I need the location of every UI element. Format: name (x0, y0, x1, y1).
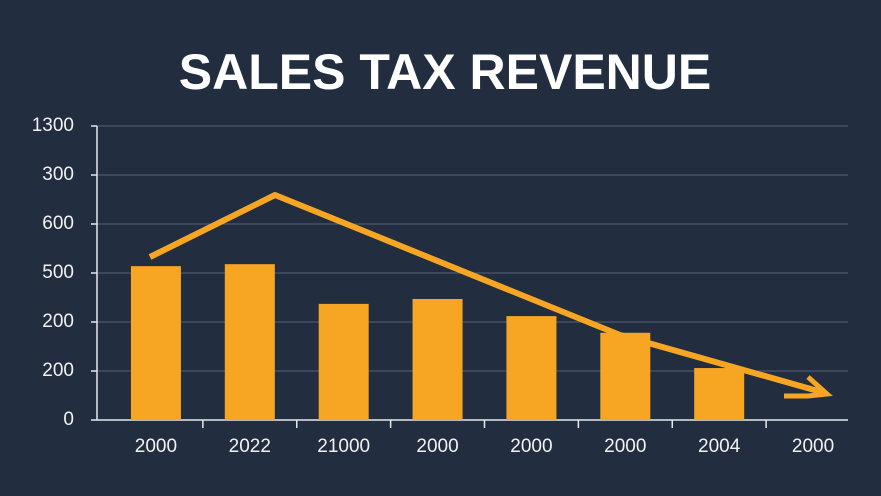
y-tick-label: 600 (42, 213, 74, 234)
x-tick-label: 2022 (229, 436, 271, 457)
trend-arrow (148, 192, 826, 396)
x-tick-label: 2000 (604, 436, 646, 457)
y-tick-label: 200 (42, 311, 74, 332)
arrow-head (784, 375, 833, 399)
y-tick-label: 0 (63, 409, 74, 430)
x-tick-label: 2004 (698, 436, 741, 457)
y-tick-label: 1300 (32, 115, 74, 136)
bar (412, 298, 463, 420)
bar (130, 266, 181, 420)
bar (224, 264, 275, 420)
y-tick-label: 200 (42, 360, 74, 381)
x-tick-label: 2000 (510, 436, 552, 457)
bar (318, 303, 369, 420)
x-tick-label: 2000 (416, 436, 458, 457)
x-tick-label: 2000 (792, 436, 834, 457)
bar (694, 368, 745, 420)
x-tick-label: 2000 (135, 436, 177, 457)
chart-title: SALES TAX REVENUE (179, 44, 712, 100)
bar (506, 316, 557, 420)
bar (600, 332, 651, 420)
y-tick-label: 500 (42, 262, 74, 283)
y-tick-label: 300 (42, 164, 74, 185)
x-tick-label: 21000 (317, 436, 370, 457)
